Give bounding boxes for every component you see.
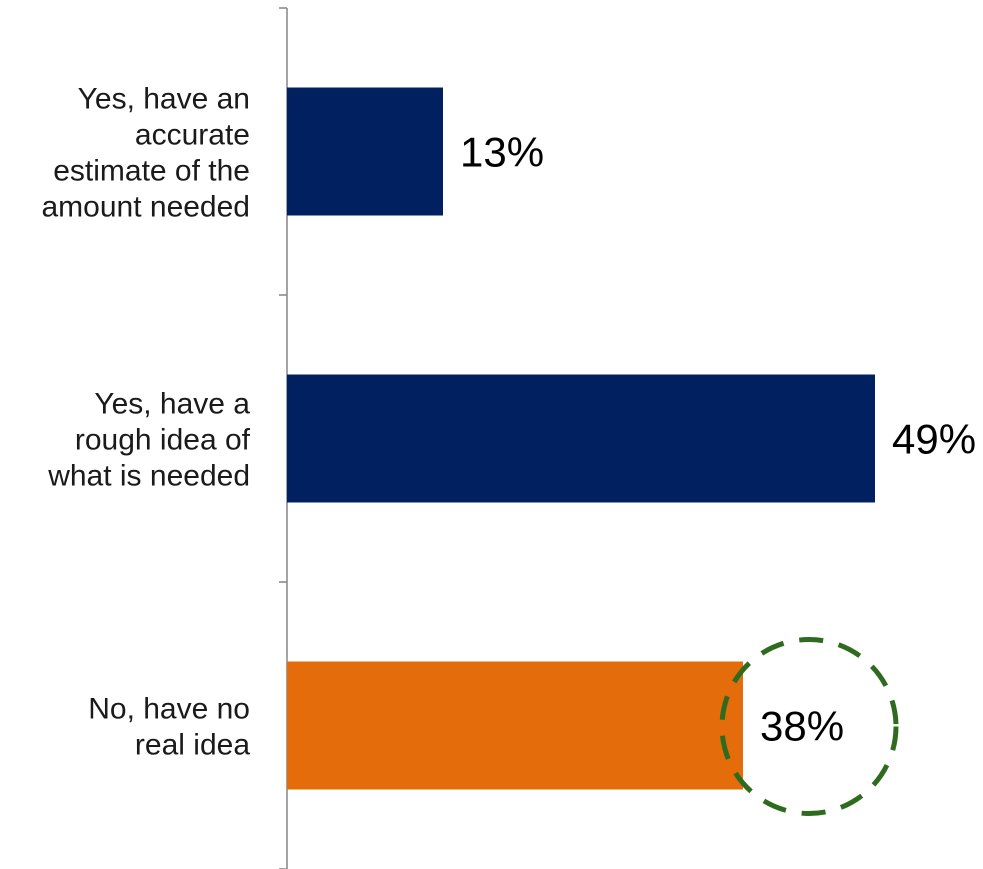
category-label: Yes, have an accurate estimate of the amoun… bbox=[41, 83, 250, 224]
category-label-line: what is needed bbox=[47, 460, 250, 493]
bar-1 bbox=[287, 87, 443, 216]
category-label-line: rough idea of bbox=[75, 424, 251, 457]
value-label: 13% bbox=[460, 129, 544, 176]
category-label-line: Yes, have an bbox=[78, 83, 250, 116]
category-label-line: amount needed bbox=[41, 191, 250, 224]
value-label: 49% bbox=[892, 416, 976, 463]
category-label-line: estimate of the bbox=[53, 155, 250, 188]
bar-3 bbox=[287, 661, 743, 790]
category-label: No, have no real idea bbox=[88, 693, 250, 762]
category-label-line: real idea bbox=[135, 729, 250, 762]
highlight-circle bbox=[719, 637, 899, 816]
bar-2 bbox=[287, 374, 875, 503]
category-label-line: accurate bbox=[135, 119, 250, 152]
category-label-line: Yes, have a bbox=[94, 388, 250, 421]
category-label: Yes, have a rough idea of what is needed bbox=[47, 388, 250, 493]
value-label: 38% bbox=[760, 703, 844, 750]
category-label-line: No, have no bbox=[88, 693, 250, 726]
